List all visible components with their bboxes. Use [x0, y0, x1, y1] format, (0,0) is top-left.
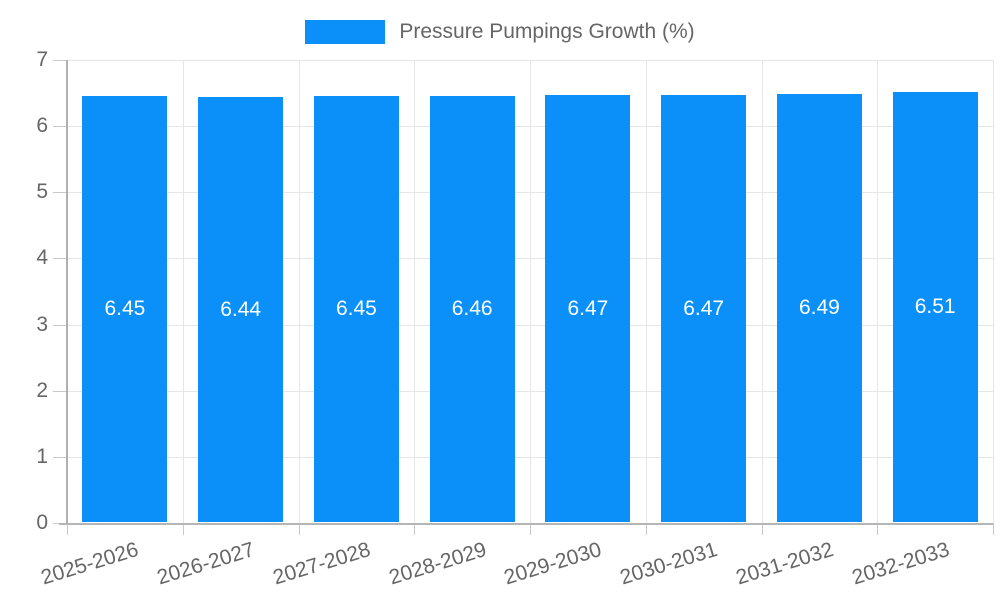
legend-swatch: [305, 20, 386, 44]
y-axis-line: [66, 60, 68, 525]
bar-value-label: 6.45: [335, 297, 377, 321]
x-tick-label: 2030-2031: [617, 538, 721, 590]
bar[interactable]: 6.47: [661, 95, 747, 522]
bar-value-label: 6.49: [798, 295, 840, 319]
x-tick-mark: [414, 523, 416, 535]
x-tick-mark: [182, 523, 184, 535]
x-tick-label: 2031-2032: [733, 538, 837, 590]
y-tick-label: 7: [36, 48, 48, 71]
x-tick-label: 2029-2030: [501, 538, 605, 590]
x-tick-label: 2032-2033: [849, 538, 952, 590]
y-tick-label: 0: [36, 511, 48, 534]
y-tick-label: 6: [36, 114, 48, 138]
x-tick-mark: [67, 523, 68, 535]
x-tick-mark: [298, 523, 300, 535]
legend-label: Pressure Pumpings Growth (%): [399, 20, 695, 43]
x-tick-mark: [877, 523, 879, 535]
y-tick-mark: [53, 456, 67, 458]
x-tick-label: 2027-2028: [270, 538, 374, 590]
x-tick-mark: [761, 523, 763, 535]
y-tick-label: 4: [36, 246, 48, 270]
bar-value-label: 6.44: [220, 297, 262, 321]
x-gridline: [414, 60, 416, 523]
x-gridline: [182, 60, 184, 523]
y-tick-label: 5: [36, 180, 48, 204]
bar[interactable]: 6.45: [82, 96, 168, 522]
y-tick-mark: [53, 258, 67, 260]
x-tick-label: 2025-2026: [38, 538, 142, 590]
x-gridline: [530, 60, 531, 523]
bar-value-label: 6.47: [567, 296, 609, 320]
bar-value-label: 6.51: [914, 295, 956, 319]
x-tick-label: 2026-2027: [154, 538, 258, 590]
x-gridline: [761, 60, 763, 523]
bar[interactable]: 6.51: [892, 92, 978, 522]
bar[interactable]: 6.49: [776, 93, 862, 522]
bar-value-label: 6.46: [451, 296, 493, 320]
x-gridline: [993, 60, 994, 523]
y-tick-label: 1: [36, 444, 48, 468]
y-tick-mark: [53, 126, 67, 128]
bar[interactable]: 6.47: [545, 95, 631, 522]
legend[interactable]: Pressure Pumpings Growth (%): [0, 20, 1000, 44]
x-gridline: [298, 60, 300, 523]
y-tick-mark: [53, 390, 67, 392]
bar[interactable]: 6.45: [313, 96, 399, 522]
x-tick-mark: [645, 523, 647, 535]
x-tick-mark: [530, 523, 531, 535]
x-gridline: [877, 60, 879, 523]
bar-value-label: 6.45: [104, 297, 146, 321]
y-tick-mark: [53, 324, 67, 326]
x-gridline: [645, 60, 647, 523]
x-tick-mark: [993, 523, 994, 535]
y-tick-label: 2: [36, 378, 48, 402]
y-tick-mark: [53, 192, 67, 194]
bar[interactable]: 6.46: [429, 95, 515, 522]
bar-value-label: 6.47: [683, 296, 725, 320]
y-tick-mark: [53, 60, 67, 61]
y-tick-label: 3: [36, 312, 48, 336]
x-axis-line: [59, 523, 993, 525]
x-tick-label: 2028-2029: [386, 538, 489, 590]
bar[interactable]: 6.44: [198, 97, 284, 522]
